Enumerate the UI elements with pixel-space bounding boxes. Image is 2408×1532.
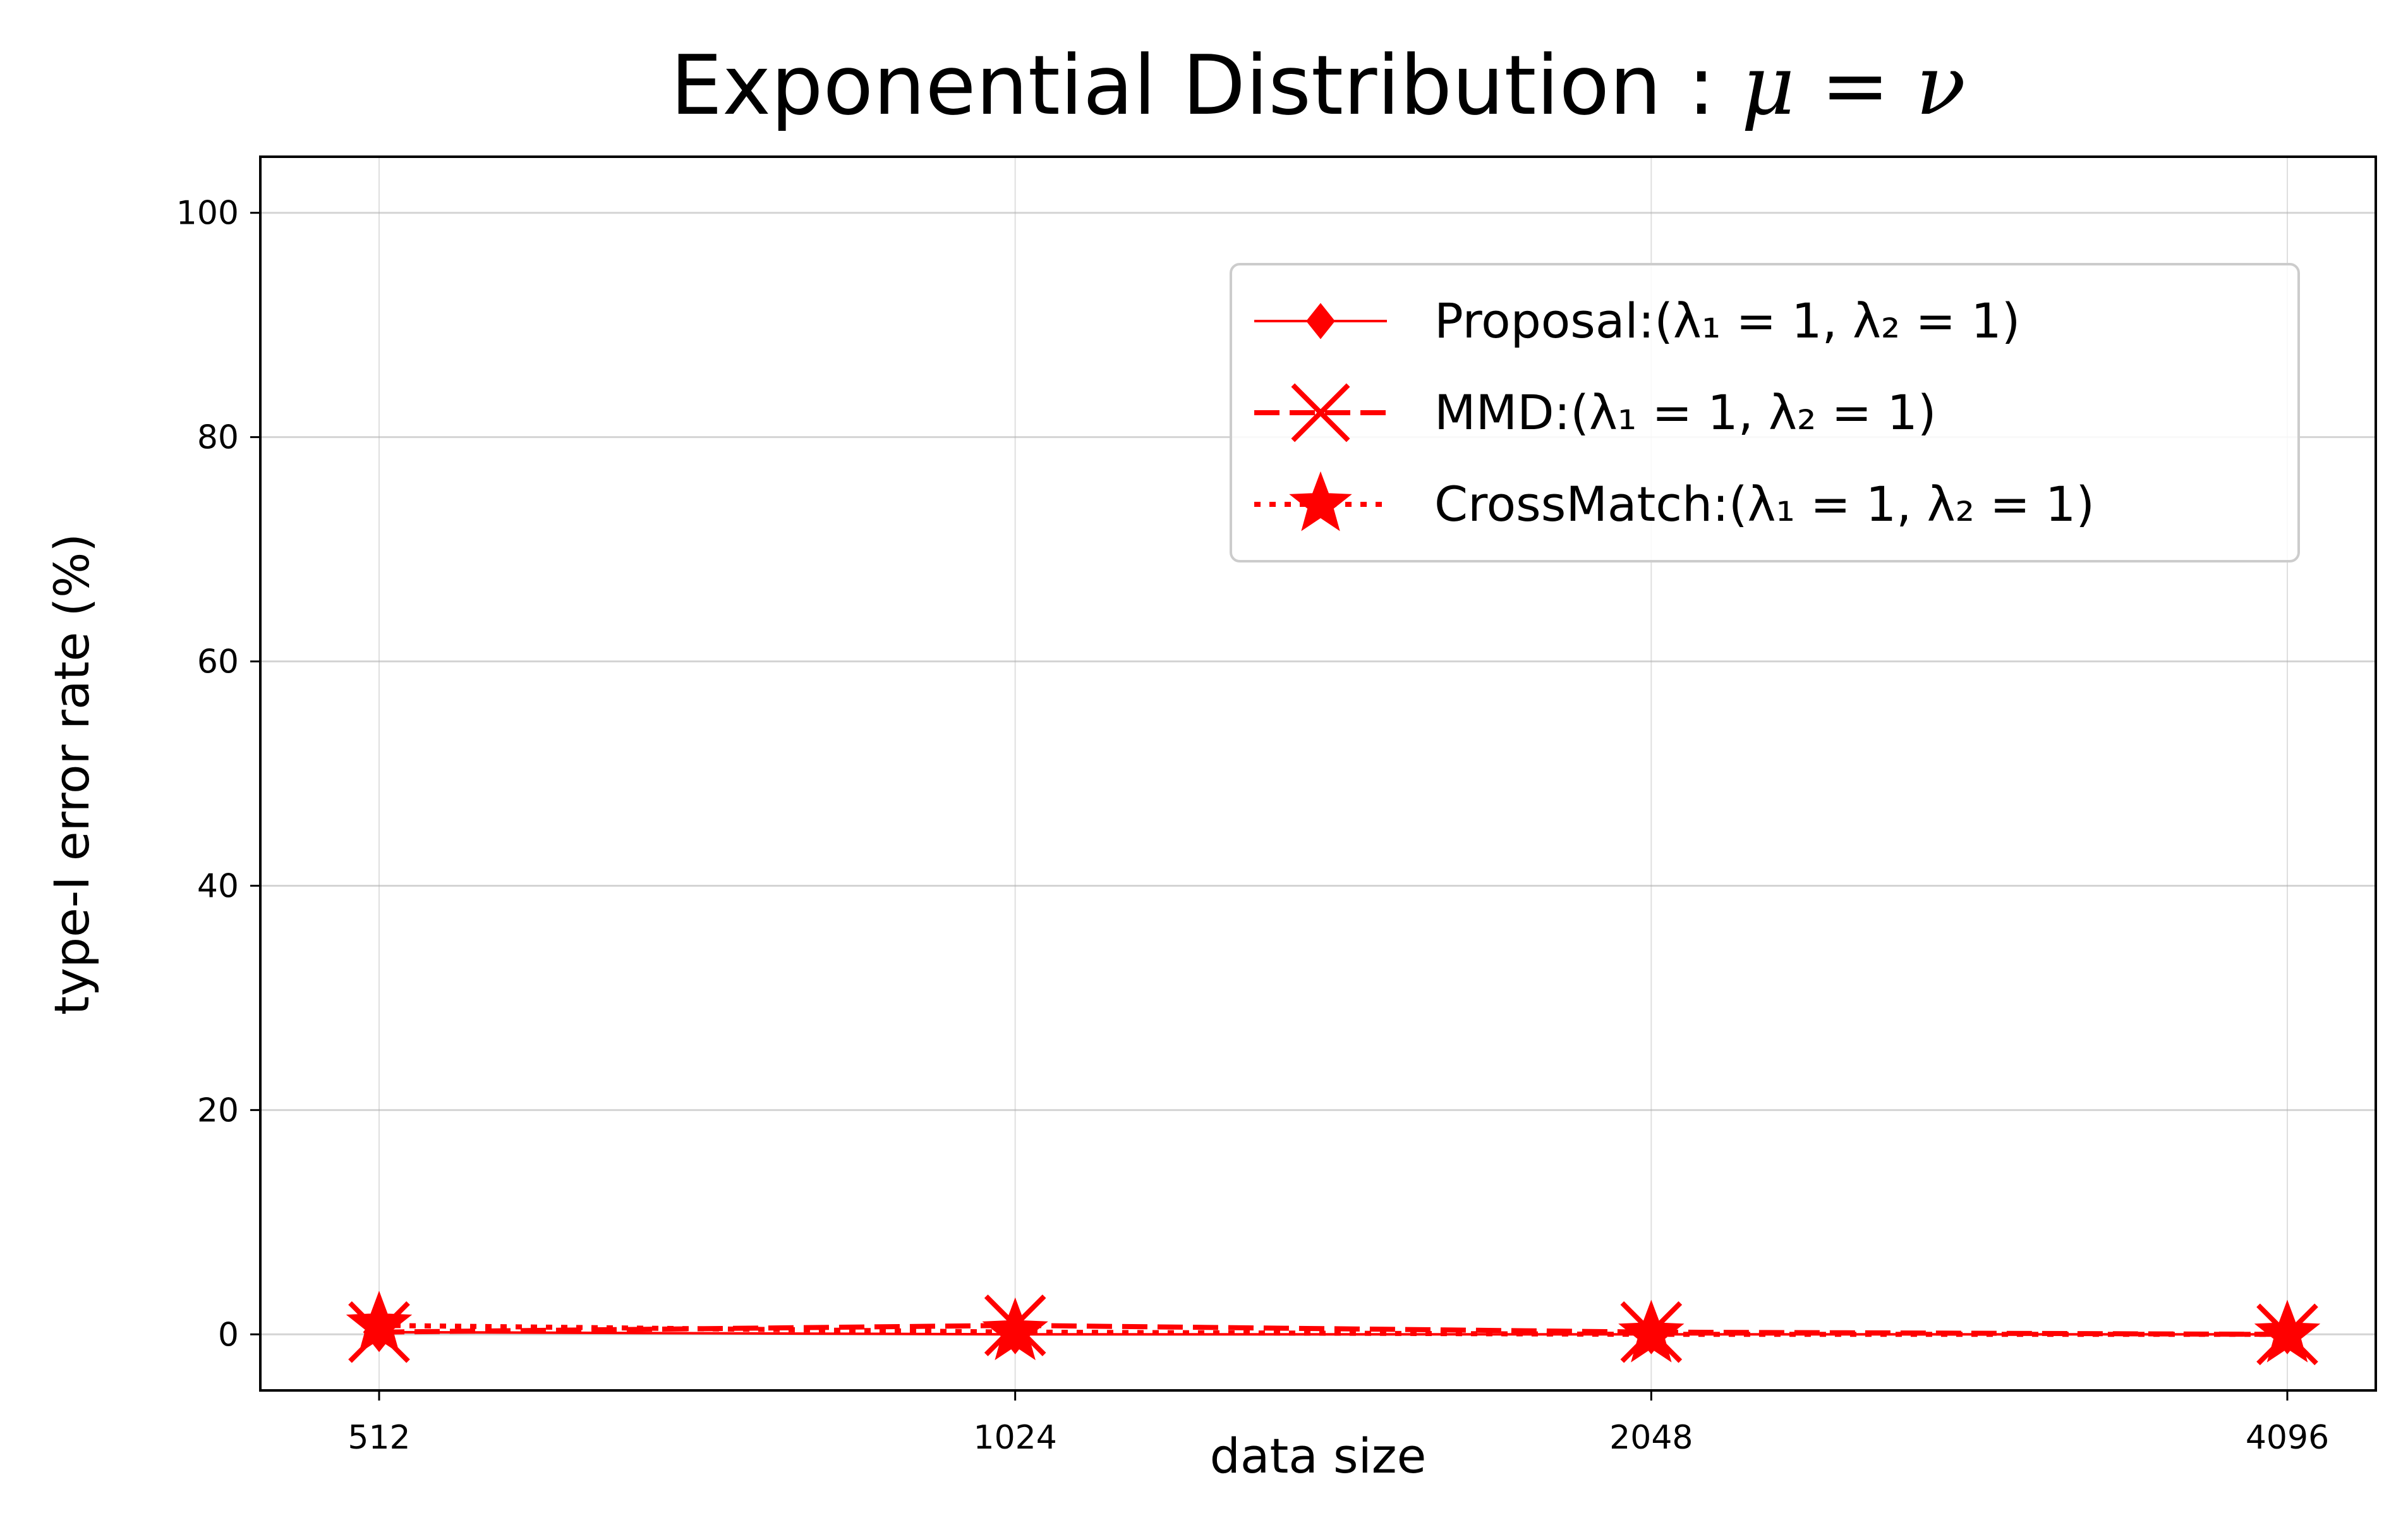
x-tick-label: 512	[348, 1419, 410, 1457]
plot-area-frame	[259, 155, 2377, 1392]
data-point-marker	[1291, 383, 1350, 442]
chart-title: Exponential Distribution : μ = ν	[670, 37, 1966, 133]
y-tick-label: 100	[176, 195, 239, 233]
data-series	[346, 1291, 2321, 1366]
x-axis-ticks: 512 1024 2048 4096	[348, 1390, 2329, 1457]
data-point-marker	[346, 1291, 413, 1354]
y-tick-label: 60	[197, 643, 239, 681]
data-point-marker	[1618, 1299, 1685, 1363]
data-point-marker	[2254, 1299, 2321, 1363]
legend-entry: MMD:(λ₁ = 1, λ₂ = 1)	[1254, 383, 1936, 442]
legend-entry: CrossMatch:(λ₁ = 1, λ₂ = 1)	[1254, 471, 2095, 532]
series-line	[378, 1330, 2287, 1336]
y-axis-label: type-I error rate (%)	[44, 533, 100, 1015]
chart-title-text: Exponential Distribution :	[670, 37, 1741, 133]
x-axis-label: data size	[1210, 1428, 1427, 1484]
y-tick-label: 40	[197, 867, 239, 905]
y-axis-ticks: 0 20 40 60 80 100	[176, 195, 260, 1354]
y-tick-label: 80	[197, 419, 239, 457]
legend-label: Proposal:(λ₁ = 1, λ₂ = 1)	[1434, 293, 2020, 349]
legend-label: MMD:(λ₁ = 1, λ₂ = 1)	[1434, 384, 1936, 441]
data-point-marker	[1289, 471, 1352, 532]
x-tick-label: 2048	[1609, 1419, 1693, 1457]
data-point-marker	[1306, 303, 1335, 339]
legend: Proposal:(λ₁ = 1, λ₂ = 1) MMD:(λ₁ = 1, λ₂…	[1230, 263, 2300, 562]
y-tick-label: 0	[218, 1316, 239, 1354]
series-crossmatch	[346, 1291, 2321, 1363]
chart-title-math: μ = ν	[1741, 37, 1966, 133]
x-tick-label: 1024	[973, 1419, 1056, 1457]
data-point-marker	[982, 1297, 1048, 1361]
legend-frame	[1230, 263, 2300, 562]
x-tick-label: 4096	[2246, 1419, 2329, 1457]
legend-label: CrossMatch:(λ₁ = 1, λ₂ = 1)	[1434, 476, 2095, 532]
y-tick-label: 20	[197, 1091, 239, 1129]
legend-entry: Proposal:(λ₁ = 1, λ₂ = 1)	[1254, 293, 2020, 349]
